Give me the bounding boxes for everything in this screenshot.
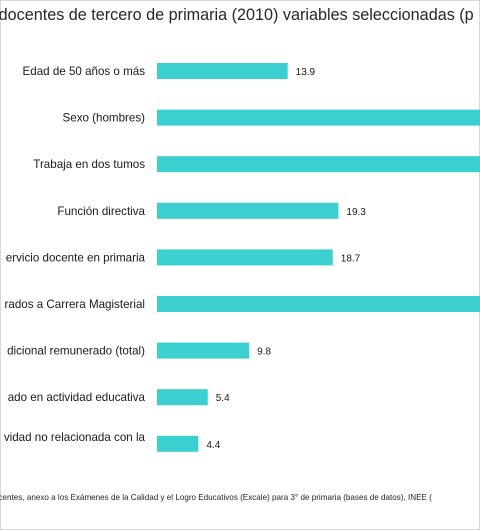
bar: [157, 202, 339, 219]
category-label: Trabaja en dos tumos: [33, 158, 145, 171]
category-label: dicional remunerado (total): [7, 345, 145, 358]
value-label: 19.3: [346, 207, 366, 218]
value-label: 9.8: [257, 347, 271, 358]
value-label: 18.7: [341, 253, 361, 264]
bar: [157, 435, 199, 452]
bar: [157, 296, 480, 312]
value-label: 13.9: [296, 67, 316, 78]
bar: [157, 63, 288, 79]
category-label: Sexo (hombres): [63, 112, 146, 125]
bar: [157, 109, 480, 126]
bar: [157, 249, 333, 266]
value-label: 5.4: [216, 393, 230, 404]
category-label: rados a Carrera Magisterial: [5, 298, 145, 311]
bar: [157, 389, 208, 406]
bar: [157, 342, 250, 359]
source-note: ocentes, anexo a los Exámenes de la Cali…: [0, 493, 432, 502]
bar: [157, 156, 480, 173]
value-label: 4.4: [206, 440, 220, 451]
category-label: Edad de 50 años o más: [23, 65, 146, 78]
category-label: ado en actividad educativa: [8, 391, 146, 404]
chart-title: s docentes de tercero de primaria (2010)…: [0, 6, 474, 24]
category-label: vidad no relacionada con la: [4, 431, 146, 444]
category-label: Función directiva: [57, 205, 145, 218]
category-label: ervicio docente en primaria: [6, 251, 146, 264]
